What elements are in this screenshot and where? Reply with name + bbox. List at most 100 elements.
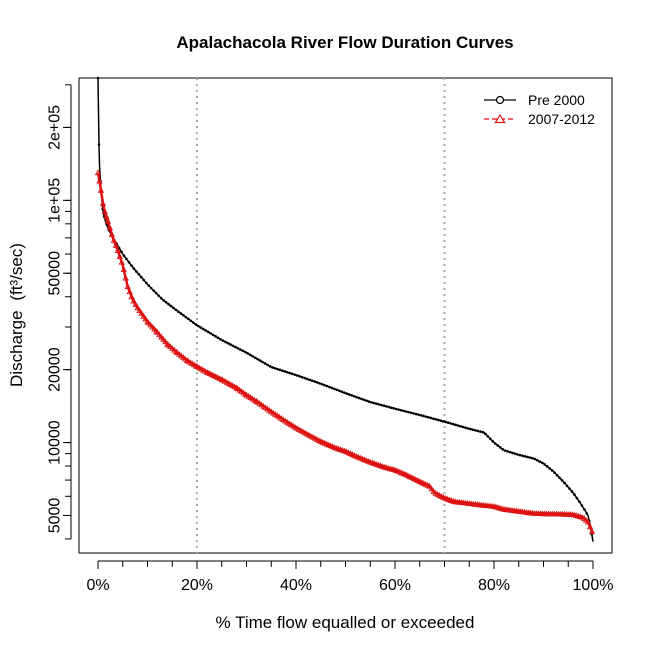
data-point xyxy=(377,403,381,406)
data-point xyxy=(211,333,215,337)
data-point xyxy=(459,424,462,428)
data-point xyxy=(138,310,145,316)
data-point xyxy=(313,380,316,383)
data-point xyxy=(370,401,373,404)
data-point xyxy=(484,432,487,436)
data-point xyxy=(140,275,143,279)
data-point xyxy=(328,385,331,389)
data-point xyxy=(158,333,165,340)
series-pre-2000 xyxy=(96,76,594,542)
data-point xyxy=(144,281,148,285)
data-point xyxy=(397,408,401,411)
data-point xyxy=(342,391,346,394)
data-point xyxy=(584,518,592,525)
data-point xyxy=(426,482,433,489)
x-tick-label: 20% xyxy=(181,577,213,594)
data-point xyxy=(303,376,306,380)
data-point xyxy=(488,437,492,441)
y-axis-label-group: Discharge (ft³/sec) xyxy=(7,243,26,387)
data-point xyxy=(266,363,269,367)
legend-label: Pre 2000 xyxy=(528,92,585,108)
data-point xyxy=(286,370,289,374)
data-point xyxy=(145,319,152,326)
data-point xyxy=(409,411,413,415)
data-point xyxy=(276,367,279,371)
data-point xyxy=(575,496,579,500)
data-point xyxy=(501,447,504,451)
data-point xyxy=(422,414,425,418)
x-tick-label: 0% xyxy=(86,577,109,594)
data-point xyxy=(156,331,163,338)
data-point xyxy=(130,297,137,304)
data-point xyxy=(154,291,158,295)
data-point xyxy=(253,356,257,360)
y-tick-label: 10000 xyxy=(47,420,64,465)
data-point xyxy=(128,293,135,300)
data-point xyxy=(493,442,497,445)
data-point xyxy=(167,302,170,306)
data-point xyxy=(451,422,455,426)
data-point xyxy=(120,266,127,272)
data-point xyxy=(183,357,191,363)
data-point xyxy=(192,362,200,369)
data-point xyxy=(461,425,465,429)
data-point xyxy=(538,460,542,463)
data-point xyxy=(165,341,172,348)
data-point xyxy=(365,399,368,403)
data-point xyxy=(430,488,437,494)
data-point xyxy=(268,365,272,368)
legend-marker xyxy=(495,95,505,105)
data-point xyxy=(441,420,445,423)
data-point xyxy=(357,396,361,400)
data-point xyxy=(315,381,319,384)
data-point xyxy=(583,508,586,511)
y-tick-label: 5000 xyxy=(47,498,64,534)
data-point xyxy=(439,419,443,422)
x-axis-label: % Time flow equalled or exceeded xyxy=(216,613,475,632)
data-point xyxy=(120,250,123,254)
data-point xyxy=(116,253,123,259)
data-point xyxy=(204,329,207,332)
data-point xyxy=(201,327,205,331)
data-point xyxy=(429,416,433,420)
data-point xyxy=(233,384,240,391)
data-point xyxy=(196,324,200,328)
data-point xyxy=(105,223,108,226)
data-point xyxy=(310,379,314,382)
data-point xyxy=(94,169,102,176)
y-tick-label: 1e+05 xyxy=(47,178,64,223)
data-point xyxy=(167,343,174,350)
data-point xyxy=(340,390,344,394)
data-point xyxy=(169,345,176,351)
data-point xyxy=(179,312,183,315)
data-point xyxy=(159,296,163,300)
data-point xyxy=(580,504,584,507)
data-point xyxy=(417,413,420,416)
data-point xyxy=(281,369,284,372)
data-point xyxy=(246,352,250,355)
data-point xyxy=(404,410,408,413)
data-point xyxy=(103,213,110,220)
data-point xyxy=(149,286,153,290)
data-point xyxy=(96,177,103,184)
data-point xyxy=(234,345,237,349)
data-point xyxy=(325,384,329,388)
data-point xyxy=(456,424,460,427)
y-axis: 5000 10000 20000 50000 1e+05 2e+05 xyxy=(47,84,72,540)
data-point xyxy=(154,329,161,335)
data-point xyxy=(241,349,245,353)
data-point xyxy=(184,315,188,319)
data-point xyxy=(382,404,386,407)
data-point xyxy=(209,332,212,335)
x-axis: 0% 20% 40% 60% 80% 100% xyxy=(86,560,613,594)
y-axis-label-unit: (ft³/sec) xyxy=(7,243,26,301)
data-point xyxy=(206,330,210,334)
y-tick-label: 2e+05 xyxy=(47,105,64,150)
chart-title: Apalachacola River Flow Duration Curves xyxy=(176,33,513,52)
series-layer xyxy=(94,76,596,542)
data-point xyxy=(135,270,138,273)
data-point xyxy=(162,338,169,345)
data-point xyxy=(242,391,249,397)
data-point xyxy=(104,217,112,224)
data-point xyxy=(194,323,198,326)
